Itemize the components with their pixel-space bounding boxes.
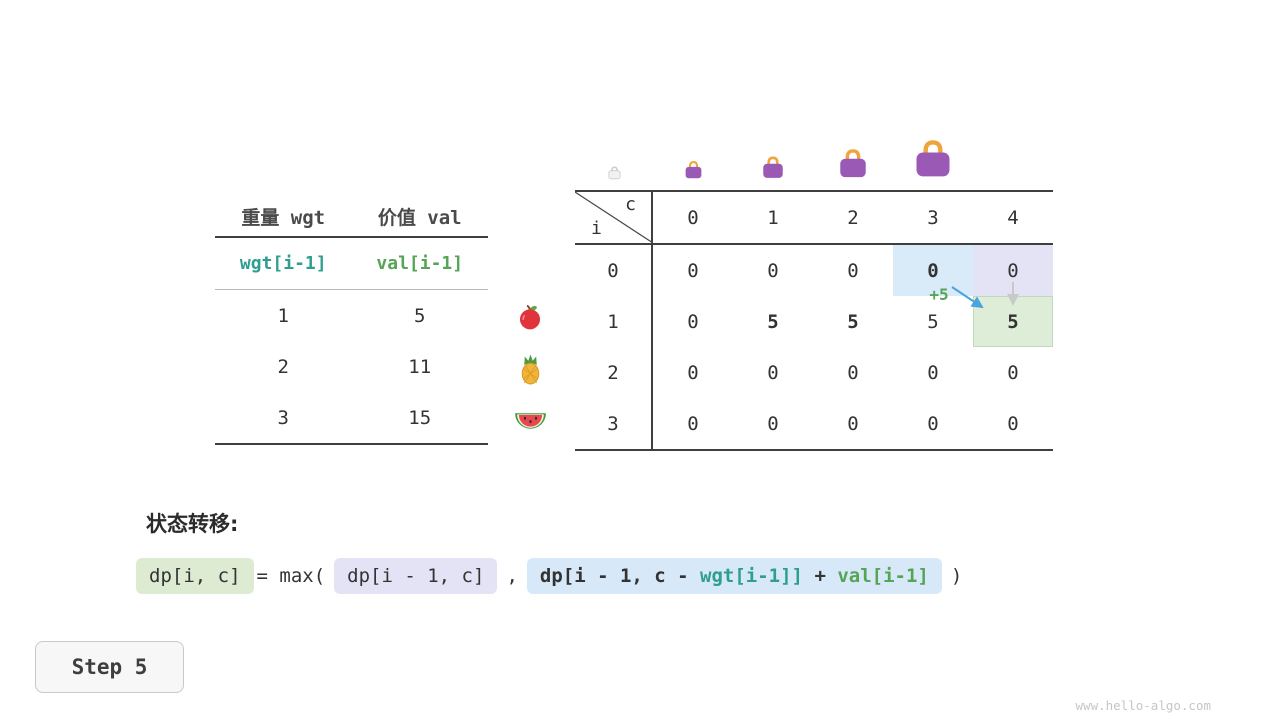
- dp-cell-r2-c0: 0: [687, 361, 699, 384]
- handbag-xlarge-icon: [893, 136, 973, 180]
- item-3-value: 15: [408, 406, 432, 429]
- formula-arg2-plus: +: [803, 565, 838, 587]
- dp-cell-r0-c2: 0: [847, 259, 859, 282]
- items-row-2: 2 11: [215, 341, 488, 392]
- handbag-large-icon: [813, 146, 893, 180]
- formula-comma: ,: [506, 565, 518, 587]
- state-transition-label: 状态转移:: [146, 512, 239, 536]
- dp-col-header-3: 3: [893, 192, 973, 245]
- items-table-header: 重量 wgt 价值 val: [215, 196, 488, 236]
- dp-cell-r0-c4: 0: [973, 245, 1053, 296]
- dp-cell-r0-c3: 0: [893, 245, 973, 296]
- formula-close-paren: ): [950, 565, 963, 587]
- dp-cell-r3-c4: 0: [1007, 412, 1019, 435]
- state-transition-formula: dp[i, c] = max( dp[i - 1, c] , dp[i - 1,…: [136, 558, 965, 594]
- items-header-val: 价值 val: [377, 206, 462, 229]
- dp-col-header-1: 1: [733, 192, 813, 245]
- formula-arg2-wgt: wgt[i-1]]: [700, 565, 803, 587]
- dp-table: c i 0 1 2 3 4 0 0 0 0 0 0 1 0 5 5 5 5 2 …: [575, 190, 1053, 451]
- divider: [215, 443, 488, 445]
- items-header-wgt: 重量 wgt: [241, 206, 326, 229]
- dp-row-label-3: 3: [575, 398, 653, 449]
- watermark: www.hello-algo.com: [1075, 698, 1211, 713]
- dp-row-label-1: 1: [575, 296, 653, 347]
- dp-cell-r3-c2: 0: [847, 412, 859, 435]
- dp-cell-r1-c0: 0: [687, 310, 699, 333]
- item-1-weight: 1: [277, 304, 289, 327]
- dp-cell-r1-c2: 5: [847, 310, 859, 333]
- formula-arg2-val: val[i-1]: [837, 565, 929, 587]
- divider: [215, 236, 488, 238]
- handbag-small-icon: [653, 159, 733, 180]
- dp-cell-r1-c4: 5: [973, 296, 1053, 347]
- dp-corner-col-label: c: [625, 194, 636, 215]
- dp-col-header-4: 4: [973, 192, 1053, 245]
- formula-arg2-prefix: dp[i - 1, c -: [539, 565, 701, 587]
- dp-row-label-2: 2: [575, 347, 653, 398]
- item-1-value: 5: [414, 304, 426, 327]
- handbag-medium-icon: [733, 154, 813, 180]
- dp-row-label-0: 0: [575, 245, 653, 296]
- items-row-3: 3 15: [215, 392, 488, 443]
- handbag-ghost-icon: [575, 165, 653, 180]
- dp-corner-row-label: i: [591, 218, 602, 239]
- dp-corner-cell: c i: [575, 192, 653, 245]
- dp-cell-r2-c3: 0: [927, 361, 939, 384]
- item-2-value: 11: [408, 355, 432, 378]
- formula-dp-prev-same-capacity: dp[i - 1, c]: [334, 558, 498, 594]
- watermelon-icon: [514, 410, 547, 436]
- dp-cell-r1-c3: 5: [927, 310, 939, 333]
- item-3-weight: 3: [277, 406, 289, 429]
- dp-cell-r2-c1: 0: [767, 361, 779, 384]
- items-table: 重量 wgt 价值 val wgt[i-1] val[i-1] 1 5 2 11…: [215, 196, 488, 445]
- dp-cell-r3-c3: 0: [927, 412, 939, 435]
- formula-dp-prev-take-item: dp[i - 1, c - wgt[i-1]] + val[i-1]: [526, 558, 942, 594]
- items-formula-val: val[i-1]: [376, 253, 464, 274]
- pineapple-icon: [518, 354, 543, 389]
- dp-cell-r3-c0: 0: [687, 412, 699, 435]
- bag-icons-row: [575, 126, 1053, 184]
- dp-col-header-0: 0: [653, 192, 733, 245]
- items-formula-row: wgt[i-1] val[i-1]: [215, 238, 488, 289]
- step-indicator: Step 5: [35, 641, 184, 693]
- dp-cell-r0-c1: 0: [767, 259, 779, 282]
- dp-cell-r2-c2: 0: [847, 361, 859, 384]
- items-row-1: 1 5: [215, 290, 488, 341]
- formula-equals-max: = max(: [256, 565, 326, 587]
- divider: [215, 289, 488, 290]
- dp-cell-r1-c1: 5: [767, 310, 779, 333]
- dp-col-header-2: 2: [813, 192, 893, 245]
- apple-icon: [516, 303, 544, 335]
- formula-dp-current: dp[i, c]: [136, 558, 254, 594]
- item-2-weight: 2: [277, 355, 289, 378]
- dp-cell-r2-c4: 0: [1007, 361, 1019, 384]
- items-formula-wgt: wgt[i-1]: [239, 253, 327, 274]
- dp-cell-r3-c1: 0: [767, 412, 779, 435]
- dp-cell-r0-c0: 0: [687, 259, 699, 282]
